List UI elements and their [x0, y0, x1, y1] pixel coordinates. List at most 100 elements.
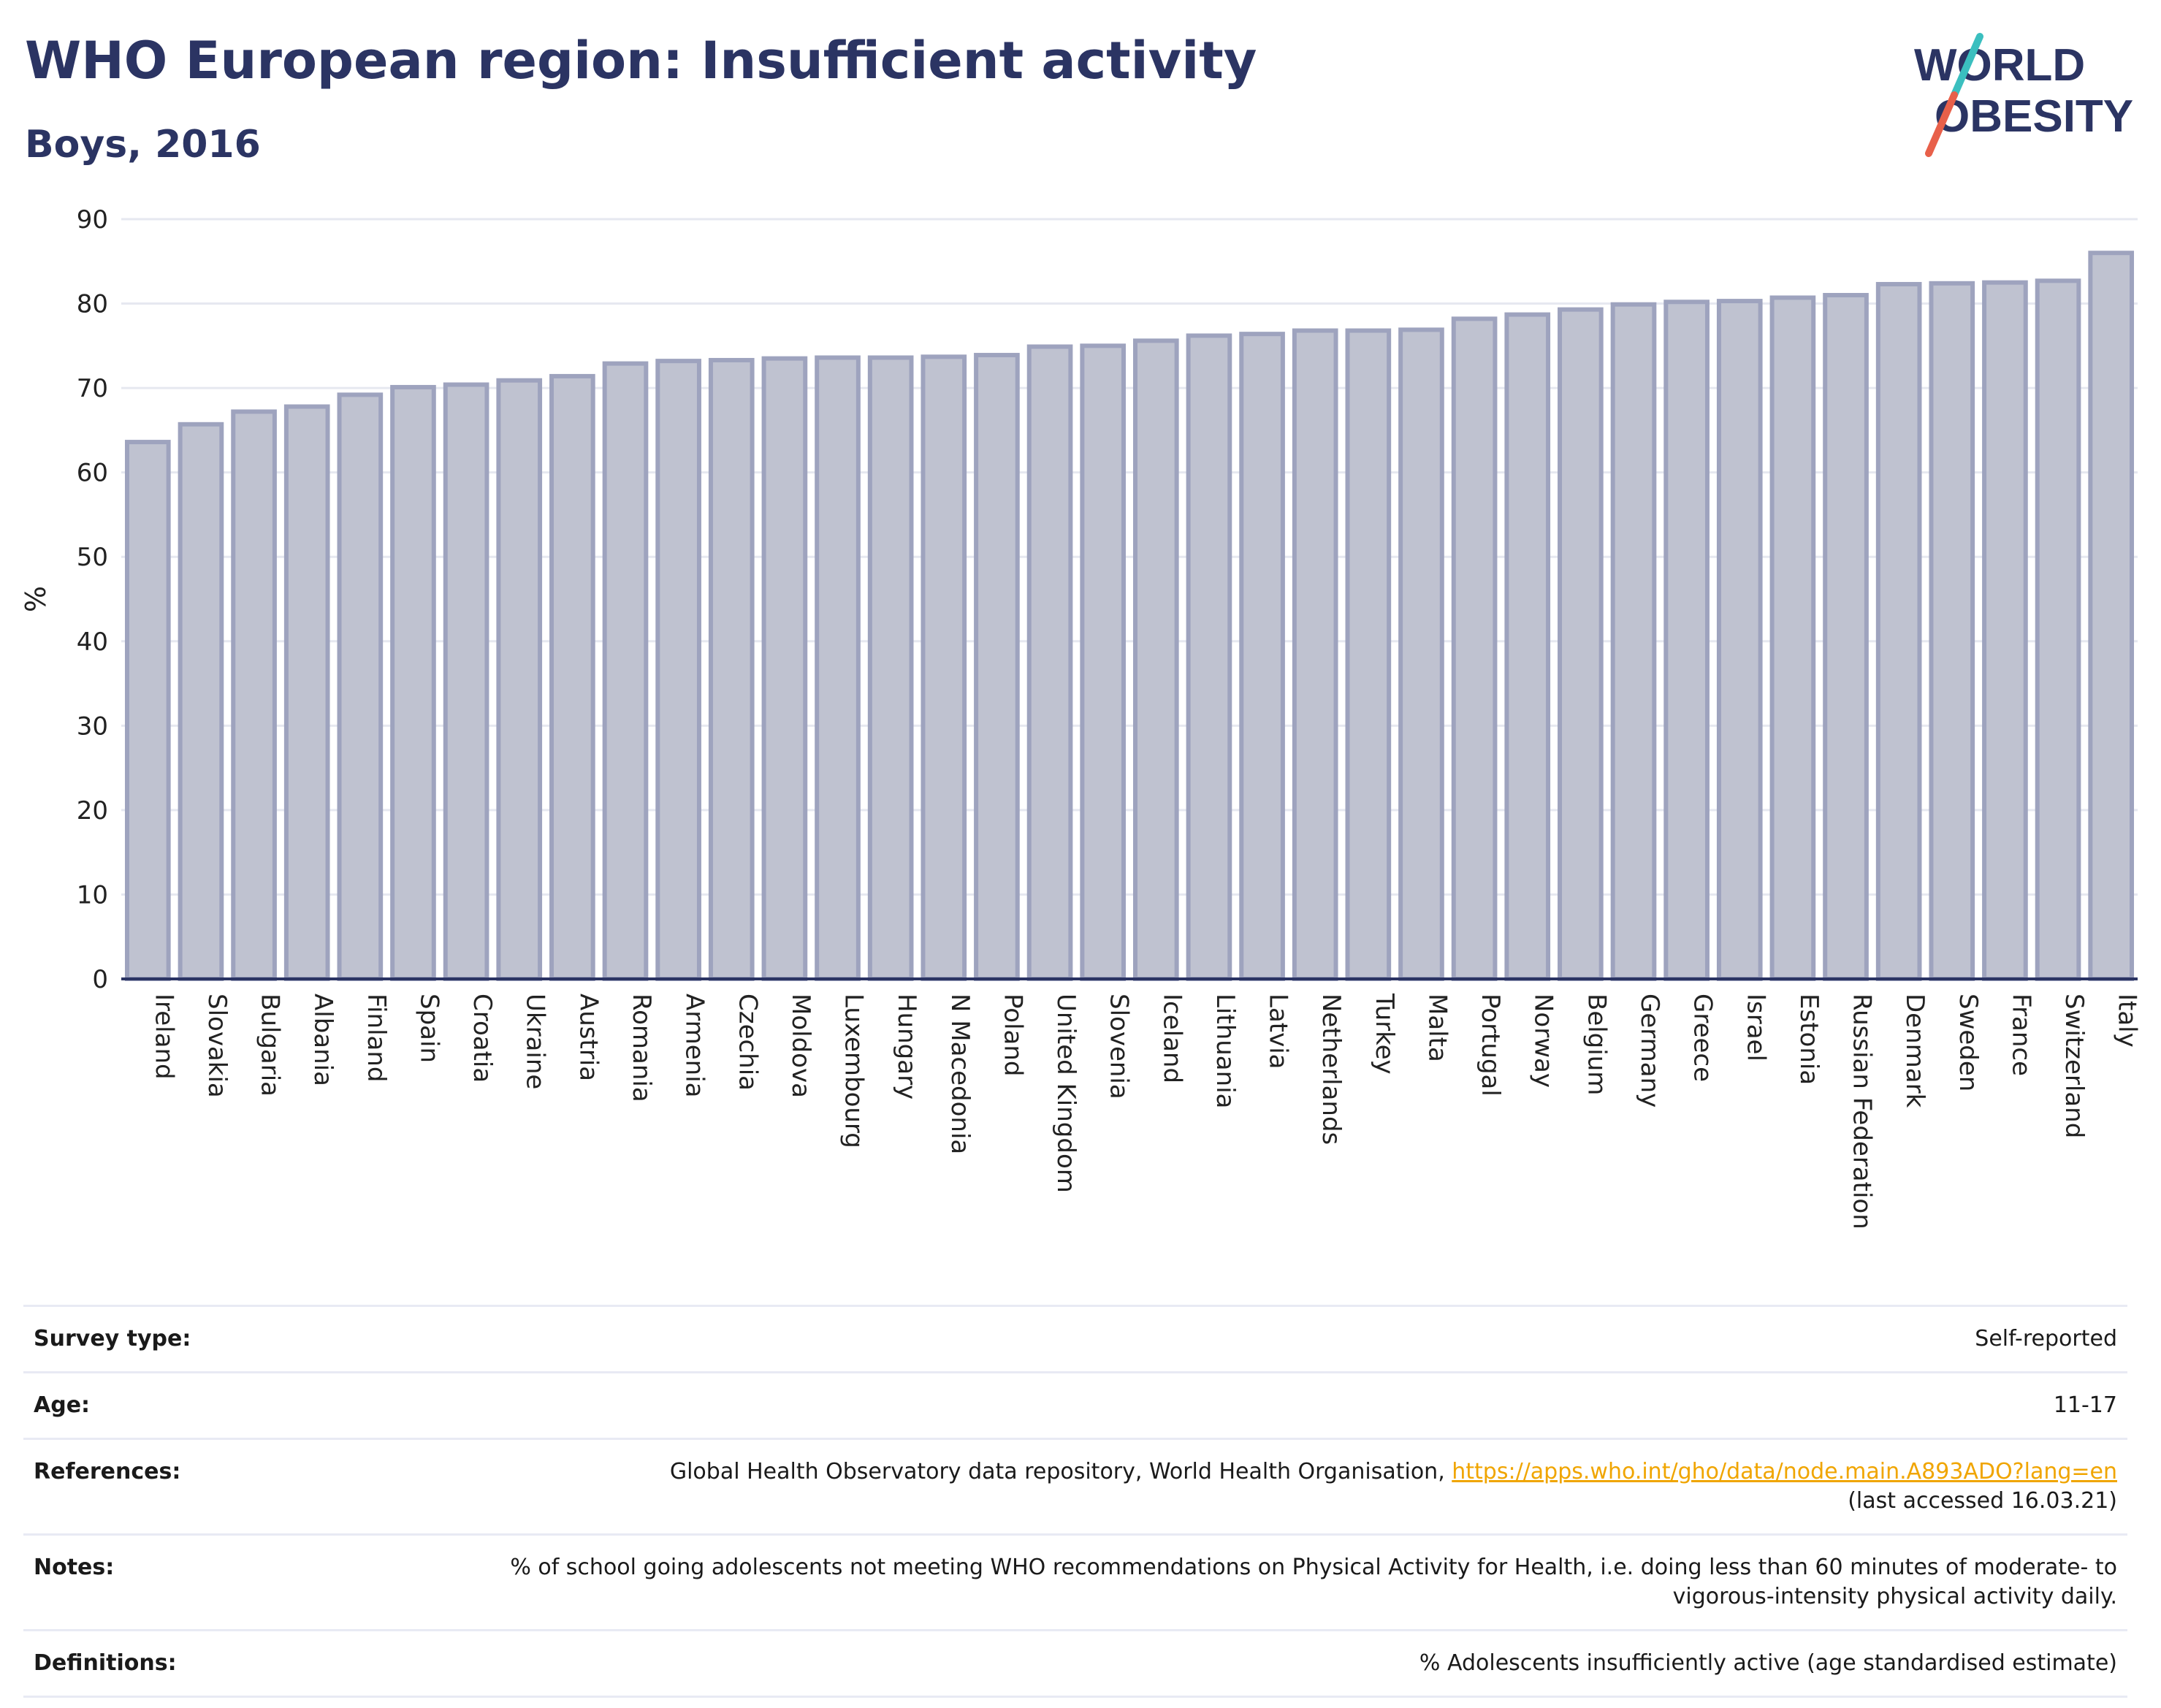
info-row-survey-type: Survey type: Self-reported	[23, 1307, 2127, 1373]
x-tick-label: United Kingdom	[1051, 994, 1080, 1193]
bar	[815, 355, 861, 981]
info-value: % Adolescents insufficiently active (age…	[1419, 1650, 2117, 1676]
x-tick-label: Finland	[362, 994, 391, 1083]
bar	[1982, 280, 2028, 981]
y-axis-title: %	[20, 586, 52, 612]
bar	[1239, 332, 1285, 981]
logo-word-1: WORLD	[1914, 40, 2085, 91]
bar	[1504, 312, 1551, 982]
x-tick-label: Hungary	[892, 994, 921, 1099]
x-tick-label: Spain	[414, 994, 443, 1063]
bar	[1345, 328, 1392, 982]
x-tick-label: Ireland	[149, 994, 178, 1080]
page-subtitle: Boys, 2016	[25, 123, 261, 167]
bar	[655, 359, 701, 981]
y-tick-label: 60	[77, 459, 108, 488]
bar	[178, 422, 224, 981]
bar	[1398, 327, 1444, 981]
bar	[1132, 338, 1179, 981]
info-label: References:	[34, 1459, 181, 1484]
info-row-references: References: Global Health Observatory da…	[23, 1440, 2127, 1536]
x-tick-label: Croatia	[468, 994, 497, 1083]
bar	[1929, 281, 1975, 982]
bar-chart: 0 10 20 30 40 50 60 70 80 90% Ireland Slovakia Bulga…	[0, 190, 2161, 1257]
bar	[1663, 300, 1710, 981]
x-tick-label: France	[2006, 994, 2035, 1076]
x-tick-label: Malta	[1422, 994, 1452, 1062]
x-tick-label: Latvia	[1264, 994, 1293, 1070]
reference-link[interactable]: https://apps.who.int/gho/data/node.main.…	[1452, 1459, 2117, 1484]
bar	[390, 384, 436, 981]
y-tick-label: 50	[77, 543, 108, 572]
x-tick-label: Bulgaria	[256, 994, 285, 1097]
bar	[1026, 344, 1073, 981]
bar	[867, 355, 914, 981]
x-tick-label: Armenia	[680, 994, 709, 1098]
x-tick-label: Germany	[1635, 994, 1664, 1107]
x-tick-label: Belgium	[1582, 994, 1611, 1095]
info-label: Survey type:	[34, 1326, 191, 1351]
y-tick-label: 40	[77, 628, 108, 657]
bar	[443, 382, 489, 981]
bar	[337, 392, 384, 982]
bar	[231, 409, 277, 981]
y-tick-label: 10	[77, 880, 108, 910]
x-tick-label: Poland	[998, 994, 1027, 1077]
x-tick-label: Russian Federation	[1848, 994, 1877, 1229]
x-tick-label: Austria	[573, 994, 603, 1081]
x-tick-label: Slovenia	[1105, 994, 1134, 1099]
x-tick-label: Luxembourg	[839, 994, 869, 1148]
info-value-references: Global Health Observatory data repositor…	[670, 1457, 2117, 1516]
x-tick-label: Romania	[627, 994, 656, 1102]
bar	[549, 373, 595, 981]
x-tick-label: Israel	[1741, 994, 1770, 1061]
bar	[921, 354, 967, 982]
x-tick-label: Denmark	[1900, 994, 1929, 1108]
info-value: 11-17	[2053, 1392, 2117, 1418]
info-label: Age:	[34, 1392, 91, 1418]
info-value: Self-reported	[1975, 1326, 2117, 1351]
bar	[1451, 316, 1498, 982]
bar	[1769, 295, 1816, 981]
y-tick-label: 30	[77, 712, 108, 741]
x-tick-label: Greece	[1688, 994, 1718, 1082]
x-tick-label: Switzerland	[2059, 994, 2089, 1138]
x-tick-label: Portugal	[1476, 994, 1505, 1097]
info-row-definitions: Definitions: % Adolescents insufficientl…	[23, 1631, 2127, 1698]
reference-text: Global Health Observatory data repositor…	[669, 1459, 1452, 1484]
info-row-age: Age: 11-17	[23, 1373, 2127, 1440]
reference-accessed: (last accessed 16.03.21)	[1848, 1488, 2117, 1514]
bar	[496, 378, 543, 981]
x-tick-label: Moldova	[786, 994, 815, 1098]
bar	[1716, 299, 1763, 982]
y-tick-label: 20	[77, 796, 108, 826]
bar	[124, 440, 171, 982]
x-tick-label: N Macedonia	[945, 994, 975, 1154]
x-tick-label: Czechia	[733, 994, 762, 1091]
y-tick-label: 0	[92, 965, 108, 994]
bar	[602, 361, 649, 982]
x-tick-label: Lithuania	[1211, 994, 1240, 1108]
x-tick-label: Italy	[2113, 994, 2142, 1048]
y-tick-label: 70	[77, 374, 108, 403]
bar	[2088, 251, 2135, 981]
x-tick-label: Ukraine	[521, 994, 550, 1089]
y-tick-label: 80	[77, 290, 108, 319]
info-value: % of school going adolescents not meetin…	[510, 1555, 2117, 1609]
world-obesity-logo: WORLD OBESITY	[1899, 29, 2148, 161]
info-row-notes: Notes: % of school going adolescents not…	[23, 1536, 2127, 1631]
bar	[1292, 328, 1338, 982]
bar	[761, 356, 808, 981]
page-title: WHO European region: Insufficient activi…	[25, 31, 1257, 91]
x-tick-label: Albania	[308, 994, 338, 1086]
x-tick-label: Turkey	[1370, 993, 1399, 1075]
chart-svg: 0 10 20 30 40 50 60 70 80 90% Ireland Slovakia Bulga…	[20, 205, 2142, 1229]
bar	[283, 404, 330, 981]
bar	[1080, 343, 1127, 982]
x-tick-label: Iceland	[1157, 994, 1186, 1083]
info-table: Survey type: Self-reported Age: 11-17 Re…	[23, 1305, 2127, 1698]
info-label: Definitions:	[34, 1650, 177, 1676]
logo-word-2: OBESITY	[1935, 91, 2133, 142]
x-tick-label: Netherlands	[1316, 994, 1346, 1145]
bar	[2035, 278, 2081, 982]
